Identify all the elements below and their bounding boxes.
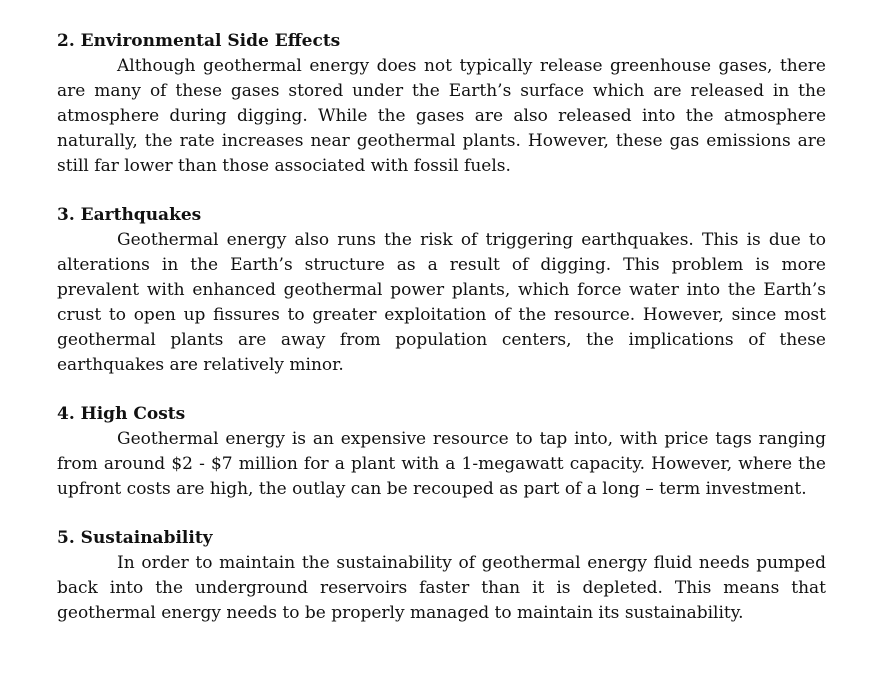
section-heading: 4. High Costs <box>57 404 186 424</box>
section-paragraph: Although geothermal energy does not typi… <box>57 56 826 176</box>
section-earthquakes: 3. Earthquakes Geothermal energy also ru… <box>57 203 826 378</box>
section-heading: 2. Environmental Side Effects <box>57 31 341 51</box>
section-paragraph: Geothermal energy is an expensive resour… <box>57 429 826 499</box>
section-sustainability: 5. Sustainability In order to maintain t… <box>57 526 826 626</box>
section-paragraph: In order to maintain the sustainability … <box>57 553 826 623</box>
section-paragraph: Geothermal energy also runs the risk of … <box>57 230 826 375</box>
section-heading: 5. Sustainability <box>57 528 213 548</box>
section-environmental-side-effects: 2. Environmental Side Effects Although g… <box>57 29 826 179</box>
section-heading: 3. Earthquakes <box>57 205 202 225</box>
section-high-costs: 4. High Costs Geothermal energy is an ex… <box>57 402 826 502</box>
